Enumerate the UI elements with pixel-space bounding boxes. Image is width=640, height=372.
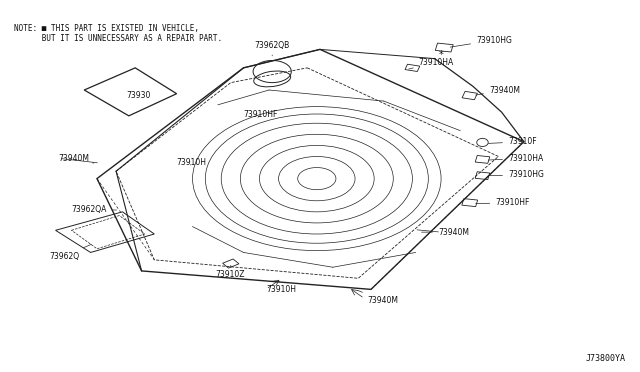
Text: 73910H: 73910H bbox=[266, 280, 296, 294]
Text: J73800YA: J73800YA bbox=[586, 354, 626, 363]
Text: 73940M: 73940M bbox=[476, 86, 520, 95]
Text: 73910HA: 73910HA bbox=[409, 58, 454, 69]
Text: 73910Z: 73910Z bbox=[215, 265, 244, 279]
Text: 73940M: 73940M bbox=[422, 228, 469, 237]
Text: 73910F: 73910F bbox=[488, 137, 536, 146]
Text: NOTE: ■ THIS PART IS EXISTED IN VEHICLE,
      BUT IT IS UNNECESSARY AS A REPAIR: NOTE: ■ THIS PART IS EXISTED IN VEHICLE,… bbox=[14, 23, 222, 43]
Text: 73910HA: 73910HA bbox=[488, 154, 543, 163]
Text: 73962Q: 73962Q bbox=[49, 244, 92, 261]
Text: 73940M: 73940M bbox=[59, 154, 94, 163]
Text: 73910HG: 73910HG bbox=[488, 170, 544, 179]
Text: 73940M: 73940M bbox=[358, 291, 399, 305]
Text: 73910H: 73910H bbox=[177, 157, 207, 167]
Text: 73910HG: 73910HG bbox=[450, 36, 512, 47]
Text: 73910HF: 73910HF bbox=[244, 109, 278, 119]
Text: 73962QB: 73962QB bbox=[255, 41, 290, 56]
Text: *: * bbox=[438, 50, 444, 60]
Text: 73962QA: 73962QA bbox=[72, 205, 116, 215]
Text: 73930: 73930 bbox=[126, 91, 150, 100]
Text: 73910HF: 73910HF bbox=[476, 198, 530, 207]
